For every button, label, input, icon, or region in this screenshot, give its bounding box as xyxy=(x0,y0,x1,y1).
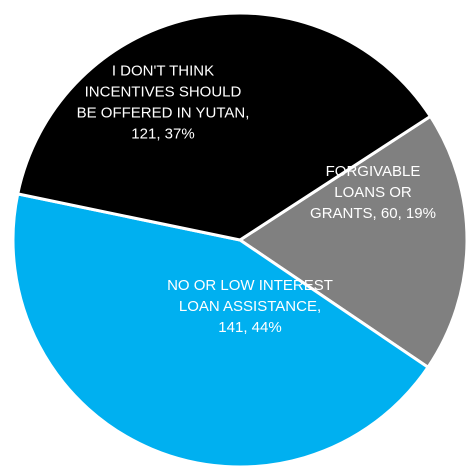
pie-slice-label-0-line-1: LOANS OR xyxy=(334,184,412,201)
pie-slice-2 xyxy=(16,11,432,242)
pie-slice-label-2-line-3: 121, 37% xyxy=(131,125,194,142)
pie-slice-label-1-line-2: 141, 44% xyxy=(218,319,281,336)
pie-labels: FORGIVABLE LOANS OR GRANTS, 60, 19% NO OR L… xyxy=(77,62,436,336)
pie-slice-label-2-line-2: BE OFFERED IN YUTAN, xyxy=(77,104,250,121)
pie-slice-label-1: NO OR LOW INTEREST LOAN ASSISTANCE, 141, 4… xyxy=(167,277,333,336)
pie-slice-label-2: I DON'T THINK INCENTIVES SHOULD BE OFFERED… xyxy=(77,62,250,142)
pie-slice-label-0-line-0: FORGIVABLE xyxy=(326,163,421,180)
pie-slices xyxy=(11,11,467,467)
pie-slice-label-2-line-1: INCENTIVES SHOULD xyxy=(85,83,242,100)
pie-slice-label-1-line-1: LOAN ASSISTANCE, xyxy=(179,298,321,315)
pie-slice-label-0-line-2: GRANTS, 60, 19% xyxy=(310,205,436,222)
pie-slice-label-1-line-0: NO OR LOW INTEREST xyxy=(167,277,333,294)
pie-slice-label-2-line-0: I DON'T THINK xyxy=(112,62,214,79)
pie-slice-1 xyxy=(11,192,430,467)
pie-slice-label-0: FORGIVABLE LOANS OR GRANTS, 60, 19% xyxy=(310,163,436,222)
